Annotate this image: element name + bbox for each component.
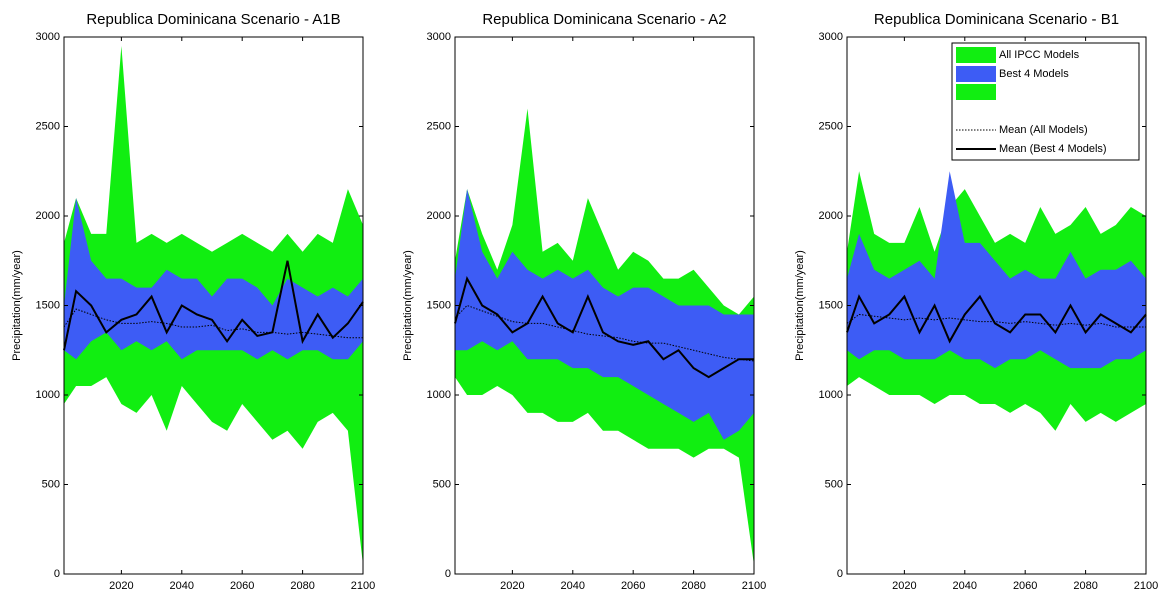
model-range-band	[847, 171, 1146, 369]
y-tick-label: 2000	[819, 210, 843, 222]
x-tick-label: 2040	[953, 580, 977, 592]
x-tick-label: 2060	[1013, 580, 1037, 592]
y-tick-label: 1000	[36, 389, 60, 401]
x-tick-label: 2020	[500, 580, 524, 592]
x-tick-label: 2040	[170, 580, 194, 592]
y-axis-label: Precipitation(mm/year)	[402, 250, 414, 361]
legend-swatch	[956, 84, 996, 100]
chart-title: Republica Dominicana Scenario - B1	[874, 11, 1119, 28]
chart-title: Republica Dominicana Scenario - A1B	[86, 11, 340, 28]
x-tick-label: 2080	[290, 580, 314, 592]
legend-label: All IPCC Models	[999, 49, 1080, 61]
y-tick-label: 0	[54, 568, 60, 580]
y-tick-label: 2000	[427, 210, 451, 222]
y-tick-label: 1500	[427, 299, 451, 311]
x-tick-label: 2080	[681, 580, 705, 592]
y-tick-label: 500	[433, 478, 451, 490]
x-tick-label: 2100	[742, 580, 766, 592]
legend-swatch	[956, 66, 996, 82]
mean-line	[846, 313, 1146, 328]
x-tick-label: 2020	[892, 580, 916, 592]
y-axis-label: Precipitation(mm/year)	[11, 250, 23, 361]
x-tick-label: 2100	[1134, 580, 1158, 592]
chart-title: Republica Dominicana Scenario - A2	[482, 11, 726, 28]
y-tick-label: 1500	[36, 299, 60, 311]
legend-label: Mean (Best 4 Models)	[999, 143, 1107, 155]
y-tick-label: 0	[445, 568, 451, 580]
y-axis-label: Precipitation(mm/year)	[794, 250, 806, 361]
mean-line	[63, 260, 364, 351]
x-tick-label: 2060	[621, 580, 645, 592]
model-range-band	[64, 198, 363, 360]
y-tick-label: 500	[42, 478, 60, 490]
x-tick-label: 2040	[561, 580, 585, 592]
y-tick-label: 500	[825, 478, 843, 490]
y-tick-label: 1000	[427, 389, 451, 401]
mean-line	[846, 294, 1147, 344]
y-tick-label: 3000	[36, 31, 60, 43]
model-range-band	[455, 189, 754, 440]
y-tick-label: 2000	[36, 210, 60, 222]
x-tick-label: 2020	[109, 580, 133, 592]
y-tick-label: 3000	[427, 31, 451, 43]
y-tick-label: 2500	[427, 120, 451, 132]
x-tick-label: 2060	[230, 580, 254, 592]
x-tick-label: 2080	[1073, 580, 1097, 592]
legend-label: Mean (All Models)	[999, 124, 1088, 136]
y-tick-label: 2500	[36, 120, 60, 132]
x-tick-label: 2100	[351, 580, 375, 592]
mean-line	[454, 276, 754, 379]
y-tick-label: 2500	[819, 120, 843, 132]
y-tick-label: 3000	[819, 31, 843, 43]
y-tick-label: 1000	[819, 389, 843, 401]
legend-label: Best 4 Models	[999, 68, 1069, 80]
y-tick-label: 1500	[819, 299, 843, 311]
y-tick-label: 0	[837, 568, 843, 580]
legend-swatch	[956, 47, 996, 63]
mean-line	[454, 304, 755, 362]
